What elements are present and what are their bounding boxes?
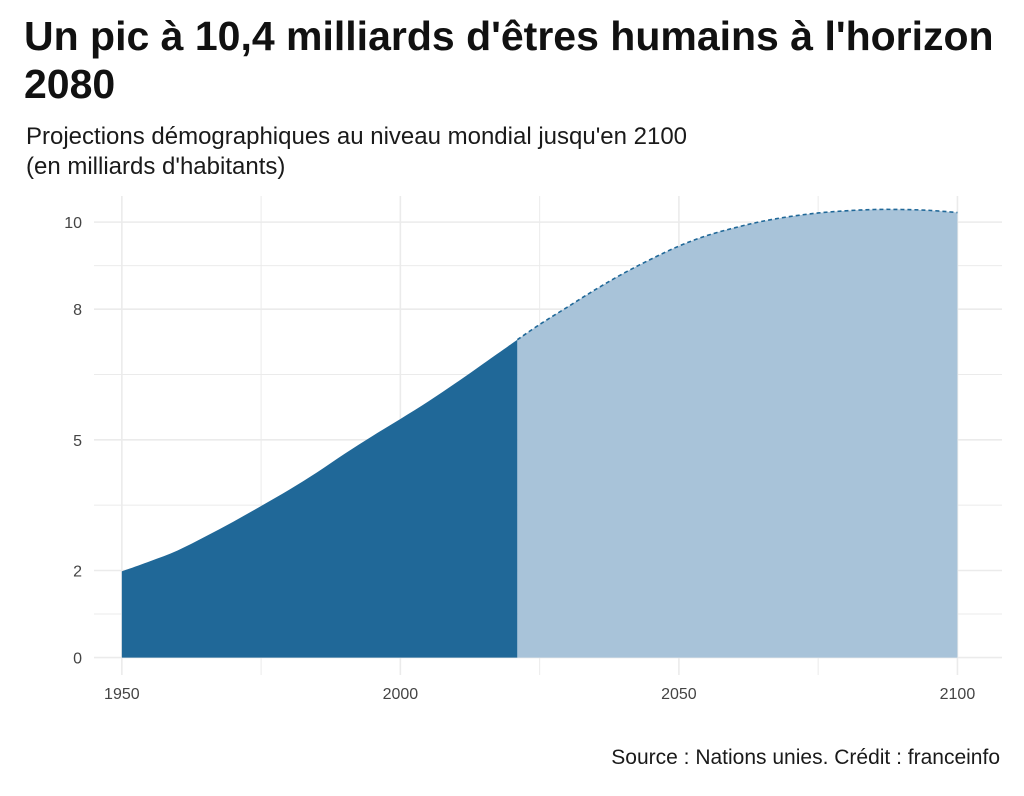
projected-area	[517, 209, 958, 658]
axis-labels: 1950 2000 2050 2100 0 2 5 8 10	[64, 215, 975, 703]
y-tick-label: 8	[73, 302, 82, 319]
observed-area	[121, 339, 518, 658]
y-tick-label: 5	[73, 433, 82, 450]
subtitle-line-1: Projections démographiques au niveau mon…	[26, 123, 688, 150]
subtitle-line-2: (en milliards d'habitants)	[26, 153, 286, 180]
projected-dashed-line	[516, 208, 958, 341]
y-tick-label: 0	[73, 651, 82, 668]
chart-title: Un pic à 10,4 milliards d'êtres humains …	[24, 13, 994, 107]
x-tick-label: 2100	[940, 686, 976, 703]
x-tick-label: 1950	[104, 686, 140, 703]
y-tick-label: 2	[73, 563, 82, 580]
y-tick-label: 10	[64, 215, 82, 232]
chart-subtitle: Projections démographiques au niveau mon…	[26, 122, 986, 182]
source-credit: Source : Nations unies. Crédit : francei…	[611, 746, 1000, 769]
x-tick-label: 2000	[383, 686, 419, 703]
data-areas	[121, 208, 958, 658]
x-tick-label: 2050	[661, 686, 697, 703]
